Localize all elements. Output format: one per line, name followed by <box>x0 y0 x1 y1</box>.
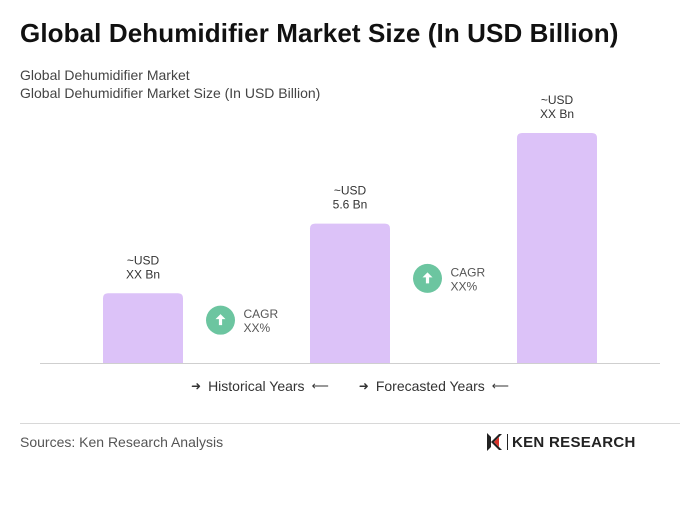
legend-forecasted-label: Forecasted Years <box>375 378 485 394</box>
bar <box>310 223 390 363</box>
bar <box>517 133 597 363</box>
chart-subtitle-units: Global Dehumidifier Market Size (In USD … <box>20 85 321 101</box>
bar <box>103 293 183 363</box>
bar-data-label: ~USD <box>541 93 574 107</box>
cagr-label: CAGR <box>244 307 279 321</box>
logo-separator <box>507 434 508 450</box>
legend-historical-label: Historical Years <box>208 378 305 394</box>
ken-logo-icon <box>487 433 502 451</box>
bar-data-label: XX Bn <box>126 267 160 281</box>
cagr-value: XX% <box>244 321 271 335</box>
sources-text: Sources: Ken Research Analysis <box>20 434 224 450</box>
legend-forecasted: ➜ Forecasted Years ⟵ <box>359 378 509 394</box>
arrow-up-icon <box>422 272 433 284</box>
arrow-right-icon: ➜ <box>358 379 369 393</box>
arrow-up-icon <box>215 314 226 326</box>
bar-data-label: XX Bn <box>540 107 574 121</box>
arrow-left-icon: ⟵ <box>491 379 509 393</box>
cagr-label: CAGR <box>451 265 486 279</box>
logo-text: KEN RESEARCH <box>512 433 636 451</box>
chart-legend: ➜ Historical Years ⟵ ➜ Forecasted Years … <box>0 378 700 394</box>
chart-title: Global Dehumidifier Market Size (In USD … <box>20 18 619 48</box>
arrow-right-icon: ➜ <box>191 379 202 393</box>
legend-historical: ➜ Historical Years ⟵ <box>191 378 329 394</box>
footer-divider <box>20 423 680 424</box>
ken-research-logo: KEN RESEARCH <box>486 432 636 452</box>
chart-subtitle: Global Dehumidifier Market <box>20 67 190 83</box>
bar-data-label: 5.6 Bn <box>333 198 368 212</box>
cagr-value: XX% <box>451 279 478 293</box>
bar-data-label: ~USD <box>334 184 367 198</box>
bar-data-label: ~USD <box>127 253 160 267</box>
arrow-left-icon: ⟵ <box>311 379 329 393</box>
